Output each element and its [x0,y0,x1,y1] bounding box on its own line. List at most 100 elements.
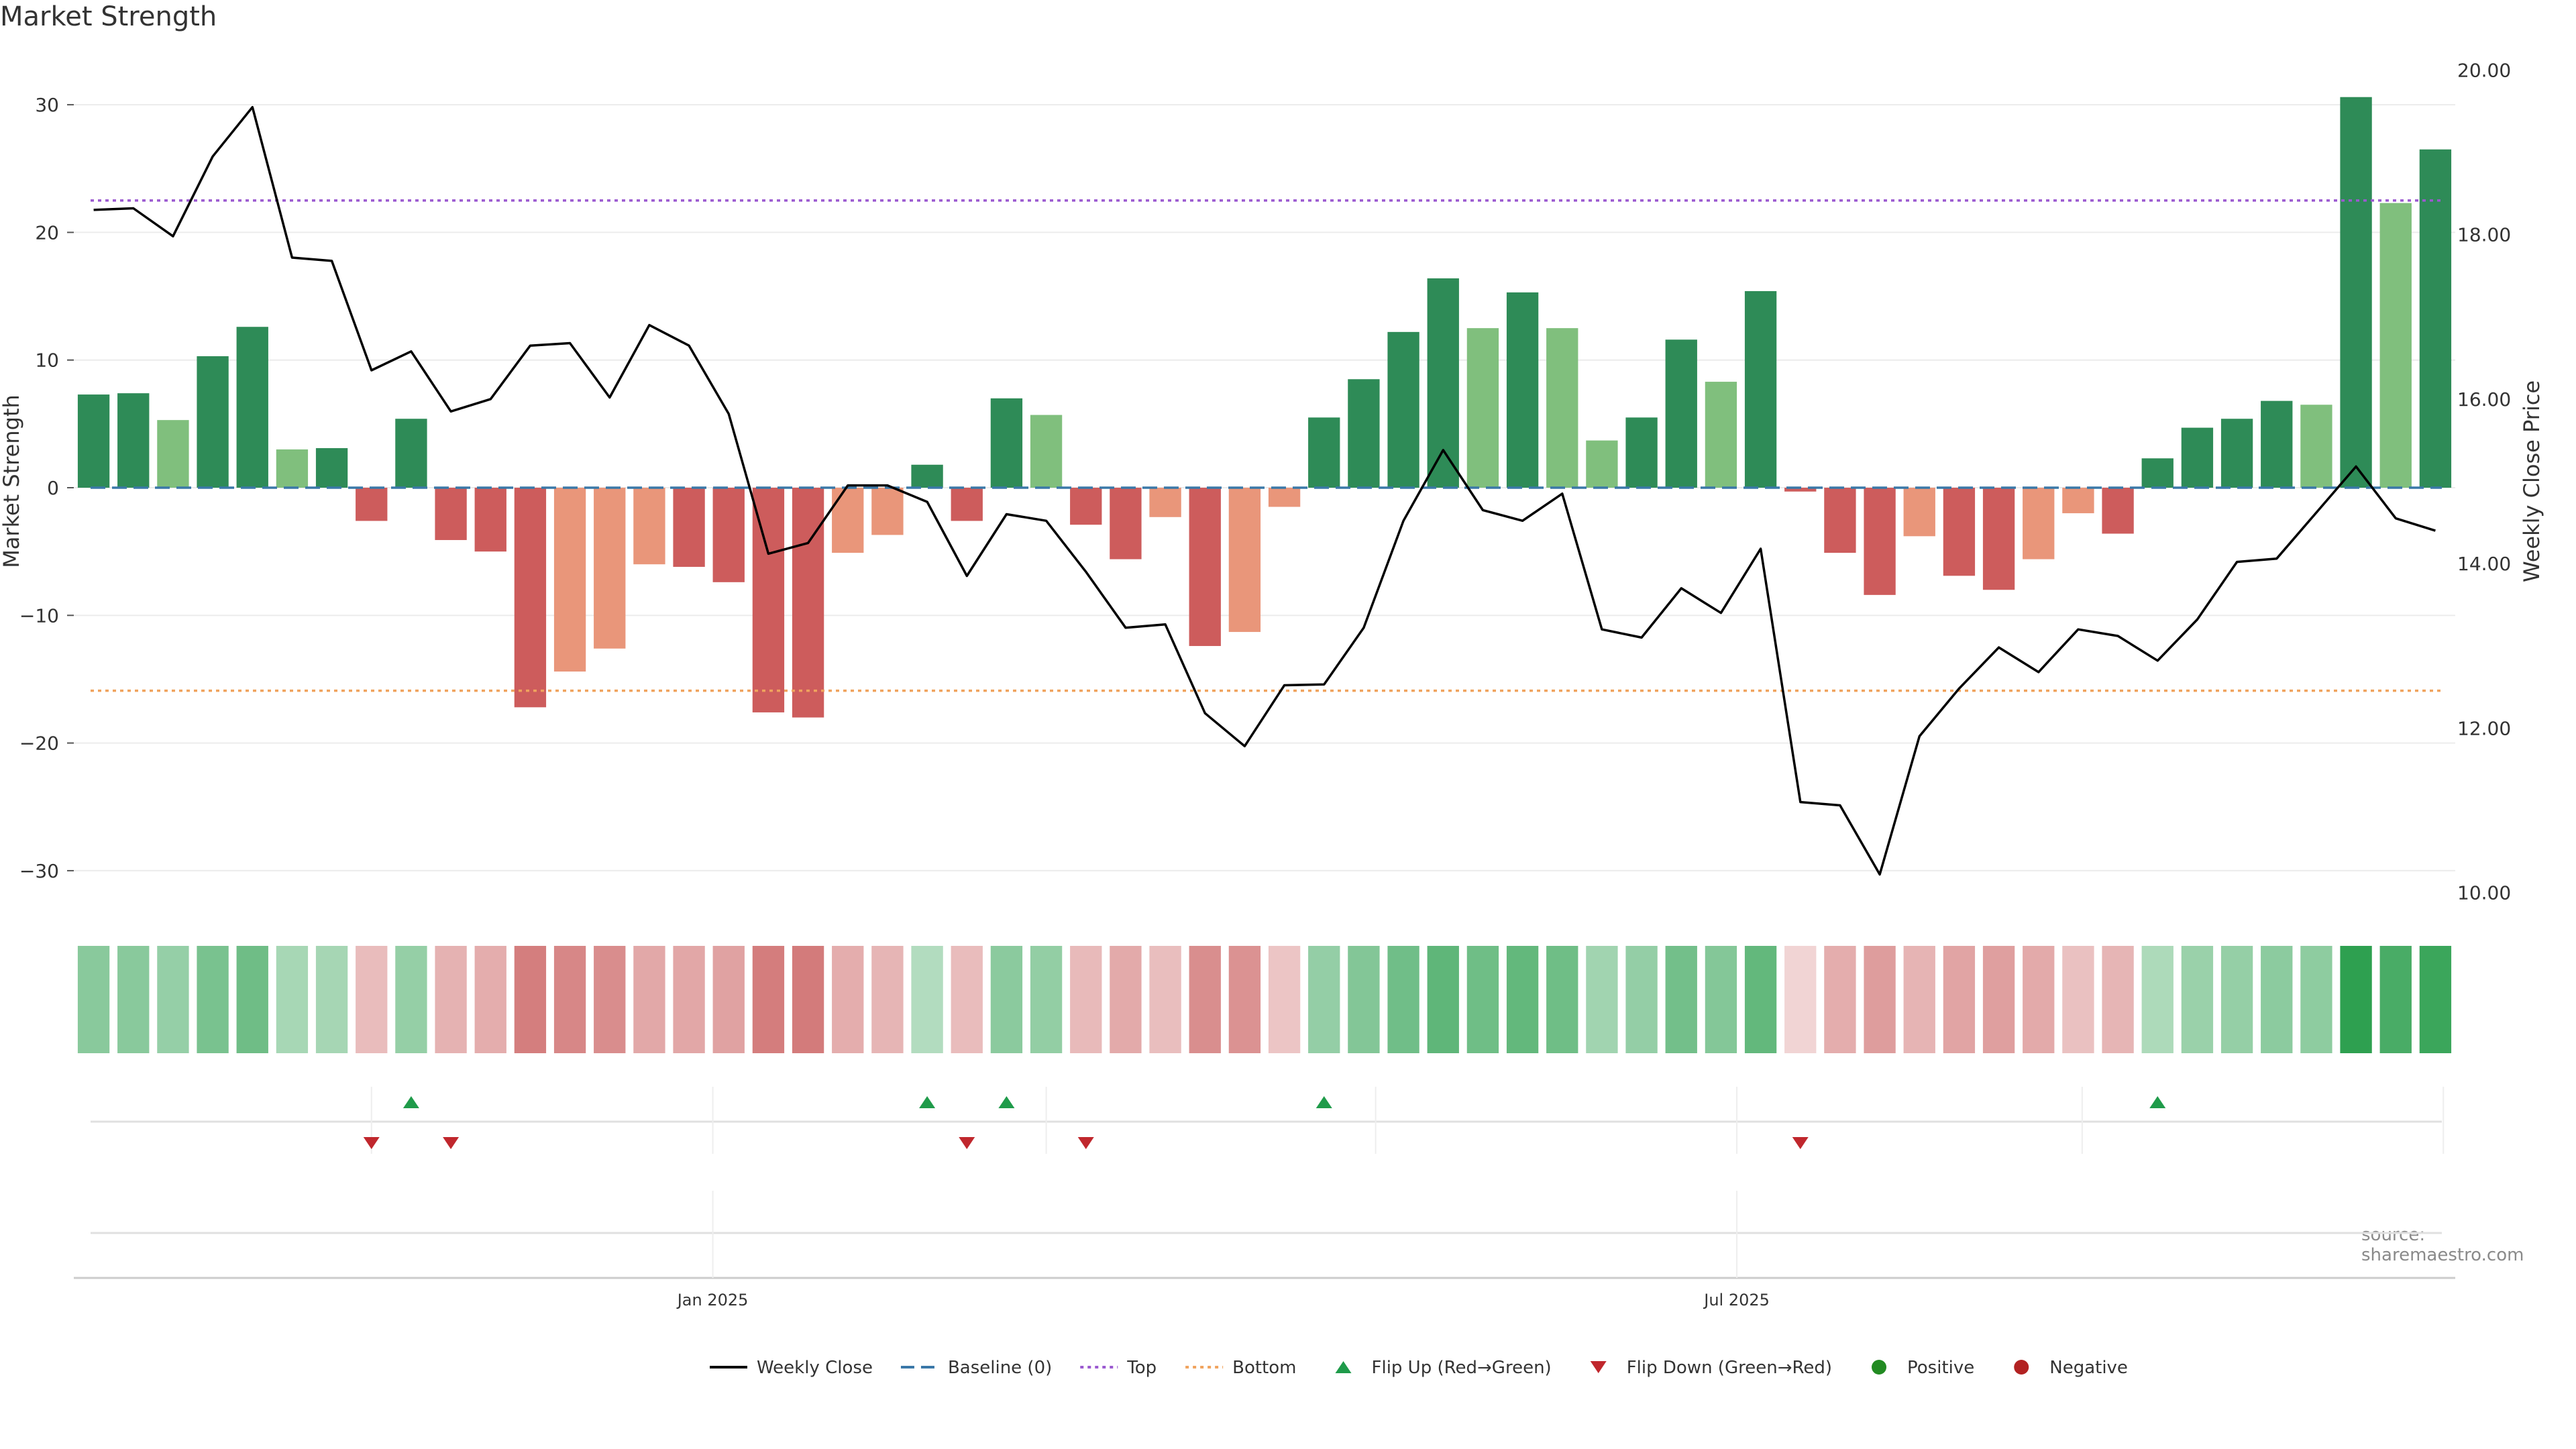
heat-cell [633,946,665,1053]
strength-bar [2102,488,2133,534]
strength-bar [395,419,427,488]
heat-cell [1189,946,1221,1053]
heat-cell [1308,946,1340,1053]
strength-bar [157,420,189,488]
heat-cell [2102,946,2133,1053]
strength-bar [2182,428,2213,488]
heat-cell [1864,946,1895,1053]
flip-down-marker [959,1137,975,1149]
left-tick-label: −20 [19,733,59,755]
flip-markers [91,1087,2443,1154]
flip-up-marker [2149,1096,2165,1108]
heat-cell [871,946,903,1053]
strength-bar [1467,328,1499,488]
strength-bar [1269,488,1300,507]
strength-bar [1189,488,1221,646]
heat-cell [753,946,784,1053]
heat-cell [1586,946,1617,1053]
right-axis-label: Weekly Close Price [2519,380,2544,582]
heat-cell [1705,946,1737,1053]
strength-bar [1904,488,1935,536]
date-tick-label: Jul 2025 [1703,1291,1770,1309]
strength-bar [673,488,704,567]
heat-cell [1507,946,1538,1053]
strength-bar [951,488,983,521]
legend-swatch [1336,1361,1352,1373]
heat-cell [1625,946,1657,1053]
left-tick-label: 30 [35,94,59,116]
heat-cell [1030,946,1062,1053]
heat-cell [117,946,149,1053]
heat-cell [1943,946,1975,1053]
strength-bar [1546,328,1578,488]
heat-cell [991,946,1022,1053]
strength-bar [1745,291,1776,488]
strength-bar [2340,97,2371,488]
strength-bar [2142,458,2174,488]
heat-cell [356,946,387,1053]
heat-cell [2182,946,2213,1053]
strength-bar [117,393,149,488]
strength-bar [2380,203,2412,488]
flip-up-marker [403,1096,419,1108]
legend-label: Flip Down (Green→Red) [1627,1358,1832,1378]
strength-bar [197,356,228,488]
legend: Weekly Close Baseline (0) Top Bottom Flip Up… [710,1358,2128,1378]
strength-bar [356,488,387,521]
left-tick-label: −10 [19,604,59,627]
heat-cell [2340,946,2371,1053]
heat-cell [554,946,586,1053]
heat-cell [2380,946,2412,1053]
strength-bar [1625,417,1657,488]
strength-heat-strip [78,946,2451,1053]
strength-bar [1824,488,1856,553]
strength-bar [2221,419,2253,488]
strength-bar [1428,278,1459,488]
left-tick-label: 20 [35,221,59,244]
heat-cell [673,946,704,1053]
strength-bar [1387,332,1419,488]
strength-bar [1507,292,1538,488]
legend-swatch [2014,1360,2029,1375]
strength-bar [2062,488,2094,513]
legend-label: Flip Up (Red→Green) [1372,1358,1552,1378]
strength-bar [2261,401,2292,488]
strength-bar [515,488,546,707]
strength-bar [753,488,784,712]
legend-swatch [1591,1361,1607,1373]
heat-cell [2221,946,2253,1053]
strength-bar [1308,417,1340,488]
heat-cell [316,946,347,1053]
heat-cell [515,946,546,1053]
heat-cell [78,946,109,1053]
heat-cell [1110,946,1141,1053]
heat-cell [1745,946,1776,1053]
flip-down-marker [1078,1137,1094,1149]
heat-cell [2023,946,2054,1053]
heat-cell [911,946,943,1053]
heat-cell [2142,946,2174,1053]
strength-bars [78,97,2451,718]
strength-bar [594,488,625,649]
right-tick-label: 18.00 [2457,224,2511,246]
legend-label: Negative [2049,1358,2128,1378]
strength-bar [316,448,347,488]
heat-cell [713,946,745,1053]
right-tick-label: 20.00 [2457,60,2511,82]
left-tick-label: 10 [35,350,59,372]
heat-cell [2261,946,2292,1053]
right-tick-label: 12.00 [2457,717,2511,739]
left-axis-label: Market Strength [0,394,24,568]
heat-cell [1784,946,1816,1053]
strength-bar [911,465,943,488]
heat-cell [475,946,506,1053]
strength-bar [1110,488,1141,559]
strength-bar [1070,488,1102,525]
strength-bar [792,488,824,718]
strength-bar [2300,405,2332,488]
right-tick-label: 10.00 [2457,881,2511,904]
heat-cell [395,946,427,1053]
heat-cell [951,946,983,1053]
heat-cell [1229,946,1260,1053]
heat-cell [1666,946,1697,1053]
